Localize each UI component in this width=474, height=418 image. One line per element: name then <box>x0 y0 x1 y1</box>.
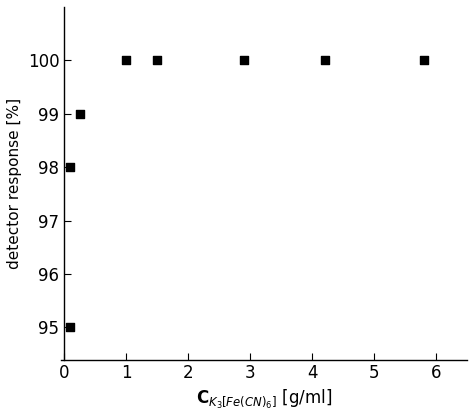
X-axis label: $\mathbf{C}_{K_3[Fe(CN)_6]}$ [g/ml]: $\mathbf{C}_{K_3[Fe(CN)_6]}$ [g/ml] <box>196 388 332 411</box>
Y-axis label: detector response [%]: detector response [%] <box>7 98 22 269</box>
Point <box>67 164 74 171</box>
Point <box>76 110 83 117</box>
Point <box>67 324 74 331</box>
Point <box>122 57 130 64</box>
Point <box>321 57 328 64</box>
Point <box>240 57 248 64</box>
Point <box>154 57 161 64</box>
Point <box>420 57 428 64</box>
